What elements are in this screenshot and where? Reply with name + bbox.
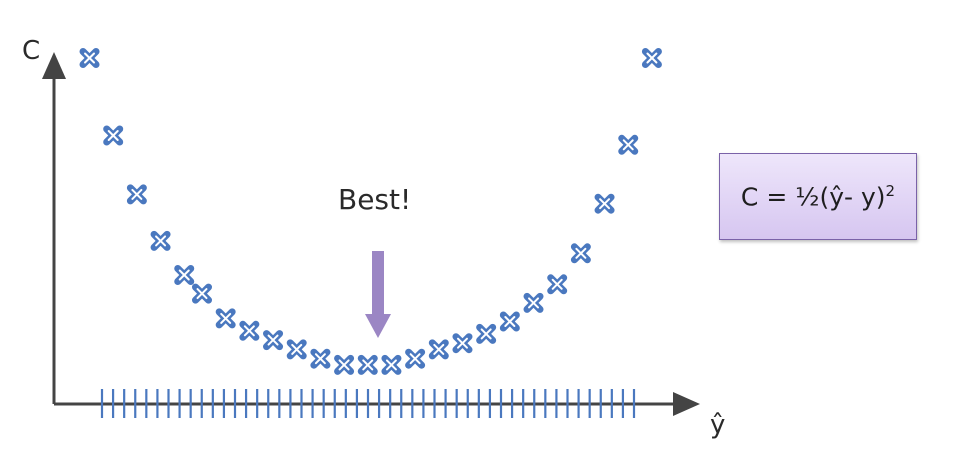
formula-box: C = ½(ŷ- y)2 xyxy=(719,153,917,240)
cost-point xyxy=(428,339,449,360)
formula-lhs: C = ½(ŷ- y) xyxy=(740,182,886,212)
cost-point xyxy=(405,348,426,369)
cost-point xyxy=(641,48,662,68)
formula-text: C = ½(ŷ- y)2 xyxy=(741,182,895,211)
cost-point xyxy=(523,292,544,313)
cost-point xyxy=(570,243,591,264)
cost-point xyxy=(239,320,260,341)
cost-points xyxy=(79,48,662,375)
cost-point xyxy=(126,184,147,205)
cost-point xyxy=(618,134,639,155)
cost-point xyxy=(499,311,520,332)
cost-point xyxy=(103,125,124,146)
cost-point xyxy=(381,354,402,375)
cost-point xyxy=(79,48,100,68)
x-axis-label: ŷ xyxy=(710,410,726,440)
x-tick-marks xyxy=(100,389,636,418)
cost-point xyxy=(547,274,568,295)
cost-point xyxy=(594,193,615,214)
cost-point xyxy=(286,339,307,360)
cost-point xyxy=(215,308,236,329)
best-arrow xyxy=(365,251,391,338)
y-axis-label: C xyxy=(22,36,41,66)
best-label: Best! xyxy=(338,183,412,216)
cost-point xyxy=(310,348,331,369)
cost-point xyxy=(452,333,473,354)
cost-point xyxy=(476,323,497,344)
formula-exponent: 2 xyxy=(885,181,896,200)
cost-point xyxy=(263,330,284,351)
cost-point xyxy=(150,230,171,251)
cost-point xyxy=(174,265,195,285)
cost-point xyxy=(357,354,378,375)
cost-point xyxy=(192,283,212,304)
cost-point xyxy=(334,354,355,375)
